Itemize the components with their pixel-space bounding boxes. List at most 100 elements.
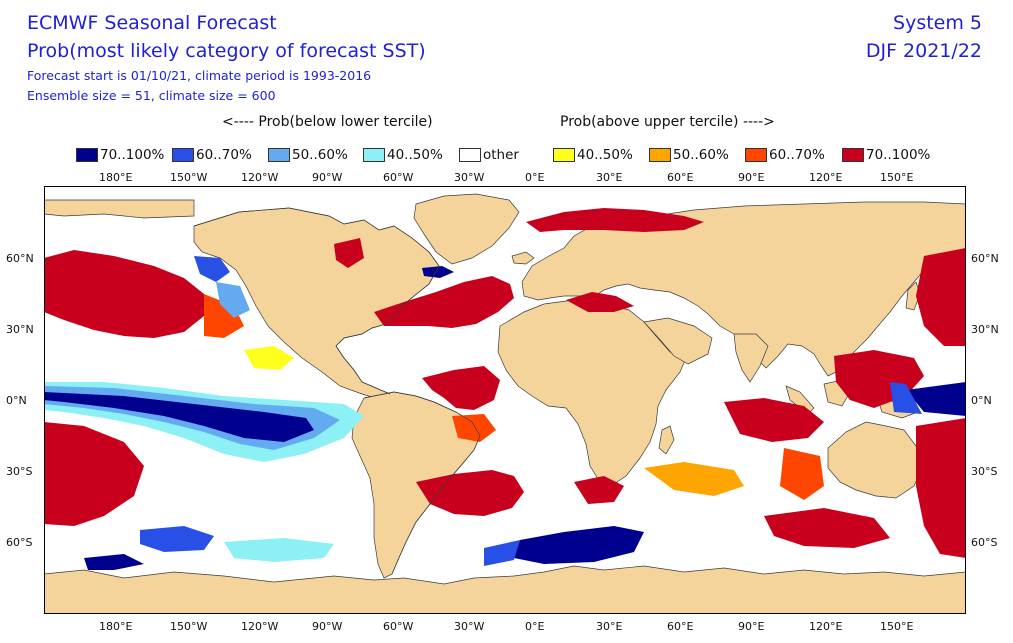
arctic-coast-land [44,199,195,219]
lat-tick-left: 30°N [6,323,34,336]
season-label: DJF 2021/22 [865,40,982,62]
legend-swatch [649,148,671,162]
above-tercile-label: Prob(above upper tercile) ----> [560,114,775,130]
japan-land [905,281,921,311]
eurasia-land [521,201,966,377]
lon-tick-top: 120°E [809,171,843,184]
lon-tick-top: 150°W [170,171,208,184]
legend-label: 60..70% [769,147,825,163]
india-land [733,333,769,383]
north-pacific-cool [194,256,230,282]
legend-swatch [363,148,385,162]
greenland-land [413,193,520,265]
lon-tick-top: 30°E [596,171,623,184]
southwest-pacific-warm [916,418,966,558]
lon-tick-top: 150°E [880,171,914,184]
lon-tick-top: 90°W [312,171,343,184]
north-pacific-cool-edge [216,282,250,318]
legend-label: other [483,147,519,163]
indian-ocean-warm [724,398,824,442]
legend-label: 50..60% [292,147,348,163]
coastline-layer [193,207,481,575]
enso-cool-east-edge [890,382,922,414]
lon-tick-bottom: 30°E [596,620,623,633]
legend-label: 70..100% [866,147,931,163]
lon-tick-bottom: 90°W [312,620,343,633]
south-indian-belt-warm [644,462,744,496]
sst-probability-map [44,186,966,614]
ensemble-size-info: Ensemble size = 51, climate size = 600 [27,88,276,103]
map-title: ECMWF Seasonal Forecast [27,12,277,34]
map-frame [44,186,966,614]
legend-swatch [172,148,194,162]
southern-ocean-cool [514,526,644,564]
mediterranean-warm [566,292,634,312]
north-pacific-warm-edge [204,294,244,338]
legend-item: 50..60% [268,146,348,164]
australia-west-warm [780,448,824,500]
lon-tick-top: 120°W [241,171,279,184]
south-pacific-warm [44,422,144,526]
madagascar-land [658,425,675,455]
south-indian-warm [574,476,624,504]
east-pacific-warm-edge [244,346,294,370]
legend-item: 70..100% [842,146,930,164]
legend-swatch [842,148,864,162]
forecast-start-info: Forecast start is 01/10/21, climate peri… [27,68,372,83]
legend-swatch [745,148,767,162]
subantarctic-warm [764,508,890,548]
land-layer [44,193,966,614]
legend-item: 40..50% [553,146,633,164]
color-legend: 70..100% 60..70% 50..60% 40..50% other 40..50… [76,146,946,164]
legend-swatch [268,148,290,162]
legend-item: 50..60% [649,146,729,164]
lat-tick-right: 30°S [971,465,998,478]
lon-tick-top: 0°E [525,171,545,184]
nordic-seas-warm [526,208,704,232]
lon-tick-top: 60°E [667,171,694,184]
lon-tick-bottom: 60°W [383,620,414,633]
lon-tick-bottom: 30°W [454,620,485,633]
lat-tick-right: 30°N [971,323,999,336]
lat-tick-right: 0°N [971,394,992,407]
ross-sea-cool [84,554,144,570]
lon-tick-top: 60°W [383,171,414,184]
lat-tick-right: 60°S [971,536,998,549]
southern-ocean-cool-edge [484,540,520,566]
lon-tick-bottom: 120°W [241,620,279,633]
legend-label: 40..50% [387,147,443,163]
equatorial-atlantic-warm [452,414,496,442]
lon-tick-bottom: 90°E [738,620,765,633]
iceland-land [511,251,535,265]
lon-tick-bottom: 150°W [170,620,208,633]
legend-label: 70..100% [100,147,165,163]
lon-tick-bottom: 0°E [525,620,545,633]
north-pacific-warm [44,250,204,338]
lat-tick-left: 60°N [6,252,34,265]
lon-tick-bottom: 120°E [809,620,843,633]
sumatra-land [785,385,815,415]
southern-pacific-cool-light [224,538,334,562]
tropical-atlantic-warm [422,366,500,410]
lat-tick-left: 30°S [6,465,33,478]
legend-item: other [459,146,519,164]
map-subtitle: Prob(most likely category of forecast SS… [27,40,426,62]
legend-item: 60..70% [172,146,252,164]
southern-pacific-cool [140,526,214,552]
legend-item: 70..100% [76,146,164,164]
enso-cool-east [906,382,966,416]
legend-item: 60..70% [745,146,825,164]
legend-item: 40..50% [363,146,443,164]
lon-tick-bottom: 180°E [99,620,133,633]
northwest-pacific-warm [916,248,966,346]
arabia-land [643,317,713,365]
lon-tick-top: 180°E [99,171,133,184]
legend-label: 50..60% [673,147,729,163]
legend-swatch [459,148,481,162]
lat-tick-left: 60°S [6,536,33,549]
legend-swatch [553,148,575,162]
labrador-warm [334,238,364,268]
system-label: System 5 [893,12,982,34]
lon-tick-bottom: 60°E [667,620,694,633]
lon-tick-top: 30°W [454,171,485,184]
